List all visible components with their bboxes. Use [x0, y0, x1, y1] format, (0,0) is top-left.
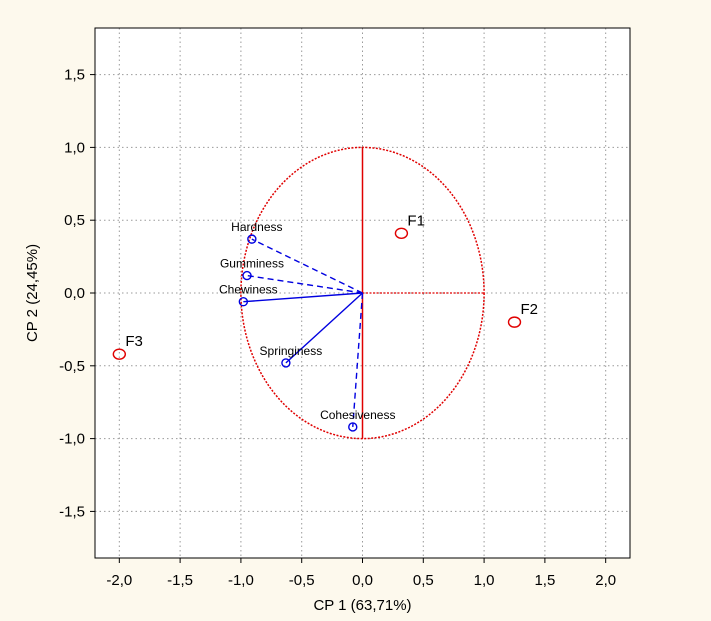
- variable-point-springiness: [281, 358, 291, 368]
- vector-chewiness: [243, 292, 363, 303]
- y-tick-label: 0,0: [64, 285, 85, 302]
- variable-label-springiness: Springiness: [260, 344, 323, 358]
- variable-point-gumminess: [242, 270, 252, 281]
- variable-label-cohesiveness: Cohesiveness: [320, 408, 395, 422]
- x-tick-label: 2,0: [595, 572, 616, 589]
- variable-point-chewiness: [238, 297, 249, 307]
- variable-point-hardness: [247, 234, 257, 244]
- vector-springiness: [285, 292, 363, 364]
- x-tick-label: 0,0: [352, 572, 373, 589]
- x-tick-label: -1,0: [228, 572, 254, 589]
- observation-point-f3: [112, 348, 127, 360]
- variable-label-gumminess: Gumminess: [220, 257, 284, 271]
- y-tick-label: -0,5: [59, 358, 85, 375]
- y-tick-label: 1,0: [64, 139, 85, 156]
- x-tick-label: 0,5: [413, 572, 434, 589]
- x-tick-label: -1,5: [167, 572, 193, 589]
- observation-point-f2: [507, 316, 522, 328]
- variable-point-cohesiveness: [348, 422, 358, 432]
- y-tick-label: -1,5: [59, 503, 85, 520]
- x-tick-label: 1,5: [534, 572, 555, 589]
- y-tick-label: -1,0: [59, 431, 85, 448]
- variable-label-chewiness: Chewiness: [219, 283, 278, 297]
- observation-label-f3: F3: [125, 333, 143, 350]
- vector-hardness: [251, 238, 363, 294]
- observation-point-f1: [394, 227, 409, 240]
- x-tick-label: 1,0: [474, 572, 495, 589]
- vector-cohesiveness: [352, 292, 364, 428]
- observation-label-f2: F2: [520, 301, 538, 318]
- y-axis-title: CP 2 (24,45%): [24, 244, 41, 342]
- variable-label-hardness: Hardness: [231, 220, 282, 234]
- y-tick-label: 0,5: [64, 212, 85, 229]
- y-tick-label: 1,5: [64, 67, 85, 84]
- x-axis-title: CP 1 (63,71%): [313, 597, 411, 614]
- x-tick-label: -0,5: [289, 572, 315, 589]
- x-tick-label: -2,0: [106, 572, 132, 589]
- observation-label-f1: F1: [407, 212, 425, 229]
